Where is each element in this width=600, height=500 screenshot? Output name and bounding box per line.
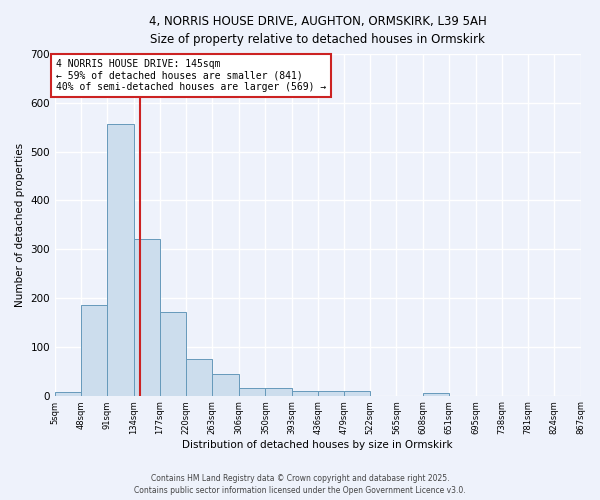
- Bar: [344, 390, 370, 396]
- Bar: [422, 393, 449, 396]
- Bar: [239, 388, 265, 396]
- Bar: [107, 124, 134, 396]
- Bar: [134, 238, 160, 396]
- Title: 4, NORRIS HOUSE DRIVE, AUGHTON, ORMSKIRK, L39 5AH
Size of property relative to d: 4, NORRIS HOUSE DRIVE, AUGHTON, ORMSKIRK…: [149, 15, 487, 46]
- Bar: [212, 374, 239, 396]
- Bar: [55, 392, 81, 396]
- Text: 4 NORRIS HOUSE DRIVE: 145sqm
← 59% of detached houses are smaller (841)
40% of s: 4 NORRIS HOUSE DRIVE: 145sqm ← 59% of de…: [56, 59, 326, 92]
- Bar: [318, 390, 344, 396]
- Bar: [81, 305, 107, 396]
- Bar: [292, 390, 318, 396]
- Bar: [160, 312, 186, 396]
- Bar: [186, 359, 212, 396]
- Text: Contains HM Land Registry data © Crown copyright and database right 2025.
Contai: Contains HM Land Registry data © Crown c…: [134, 474, 466, 495]
- Bar: [265, 388, 292, 396]
- Y-axis label: Number of detached properties: Number of detached properties: [15, 143, 25, 307]
- X-axis label: Distribution of detached houses by size in Ormskirk: Distribution of detached houses by size …: [182, 440, 453, 450]
